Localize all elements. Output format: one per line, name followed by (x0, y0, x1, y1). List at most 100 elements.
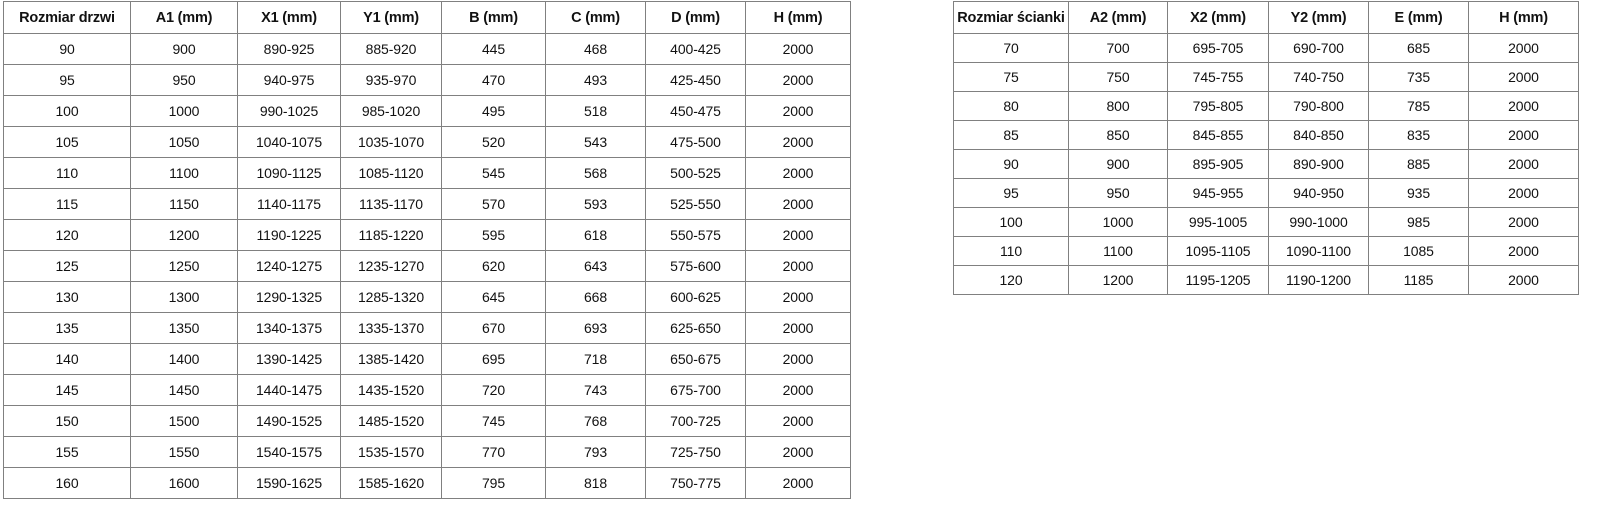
table-cell: 115 (3, 188, 131, 220)
table-cell: 90 (953, 149, 1069, 179)
table-cell: 2000 (745, 405, 851, 437)
table-cell: 990-1000 (1268, 207, 1369, 237)
table-cell: 2000 (745, 33, 851, 65)
table-cell: 400-425 (645, 33, 746, 65)
table-row: 100 1000 995-1005 990-1000 985 2000 (953, 207, 1579, 237)
table-cell: 2000 (745, 188, 851, 220)
column-header: B (mm) (441, 1, 546, 34)
table-cell: 130 (3, 281, 131, 313)
table-cell: 1335-1370 (340, 312, 442, 344)
table-cell: 618 (545, 219, 646, 251)
column-header: C (mm) (545, 1, 646, 34)
table-cell: 750-775 (645, 467, 746, 499)
column-header: Rozmiar drzwi (3, 1, 131, 34)
table-cell: 2000 (745, 250, 851, 282)
table-cell: 695 (441, 343, 546, 375)
table-cell: 2000 (1468, 120, 1579, 150)
table-cell: 1590-1625 (237, 467, 341, 499)
column-header: X2 (mm) (1167, 1, 1269, 34)
table-cell: 2000 (1468, 207, 1579, 237)
table-cell: 1090-1125 (237, 157, 341, 189)
table-cell: 1100 (130, 157, 238, 189)
table-cell: 2000 (745, 126, 851, 158)
table-cell: 140 (3, 343, 131, 375)
table-cell: 940-950 (1268, 178, 1369, 208)
table-cell: 795-805 (1167, 91, 1269, 121)
table-cell: 940-975 (237, 64, 341, 96)
table-cell: 645 (441, 281, 546, 313)
table-cell: 2000 (1468, 91, 1579, 121)
table-cell: 520 (441, 126, 546, 158)
table-cell: 475-500 (645, 126, 746, 158)
table-cell: 145 (3, 374, 131, 406)
door-dimensions-table: Rozmiar drzwi A1 (mm) X1 (mm) Y1 (mm) B (mm)… (3, 1, 851, 499)
table-cell: 725-750 (645, 436, 746, 468)
table-cell: 500-525 (645, 157, 746, 189)
table-cell: 890-900 (1268, 149, 1369, 179)
table-cell: 720 (441, 374, 546, 406)
table-cell: 2000 (1468, 265, 1579, 295)
table-cell: 1435-1520 (340, 374, 442, 406)
table-cell: 2000 (1468, 236, 1579, 266)
table-cell: 470 (441, 64, 546, 96)
table-header-row: Rozmiar ścianki A2 (mm) X2 (mm) Y2 (mm) E (m… (953, 1, 1579, 34)
table-row: 115 1150 1140-1175 1135-1170 570 593 525-550 20… (3, 188, 851, 220)
table-cell: 1450 (130, 374, 238, 406)
table-cell: 80 (953, 91, 1069, 121)
table-row: 140 1400 1390-1425 1385-1420 695 718 650-675 20… (3, 343, 851, 375)
table-cell: 150 (3, 405, 131, 437)
table-cell: 100 (953, 207, 1069, 237)
table-cell: 595 (441, 219, 546, 251)
table-cell: 1490-1525 (237, 405, 341, 437)
table-cell: 643 (545, 250, 646, 282)
table-cell: 155 (3, 436, 131, 468)
table-row: 130 1300 1290-1325 1285-1320 645 668 600-625 20… (3, 281, 851, 313)
table-cell: 2000 (745, 219, 851, 251)
table-row: 75 750 745-755 740-750 735 2000 (953, 62, 1579, 92)
table-cell: 493 (545, 64, 646, 96)
table-cell: 845-855 (1167, 120, 1269, 150)
table-cell: 2000 (745, 95, 851, 127)
table-cell: 840-850 (1268, 120, 1369, 150)
table-row: 120 1200 1190-1225 1185-1220 595 618 550-575 20… (3, 219, 851, 251)
column-header: Rozmiar ścianki (953, 1, 1069, 34)
table-cell: 1100 (1068, 236, 1168, 266)
table-cell: 835 (1368, 120, 1469, 150)
table-cell: 1200 (130, 219, 238, 251)
table-cell: 1535-1570 (340, 436, 442, 468)
table-cell: 785 (1368, 91, 1469, 121)
table-cell: 1190-1200 (1268, 265, 1369, 295)
table-cell: 740-750 (1268, 62, 1369, 92)
table-cell: 1500 (130, 405, 238, 437)
table-row: 105 1050 1040-1075 1035-1070 520 543 475-500 20… (3, 126, 851, 158)
table-cell: 100 (3, 95, 131, 127)
table-cell: 745 (441, 405, 546, 437)
table-cell: 95 (953, 178, 1069, 208)
table-cell: 2000 (745, 64, 851, 96)
table-cell: 990-1025 (237, 95, 341, 127)
table-cell: 1035-1070 (340, 126, 442, 158)
table-cell: 2000 (745, 157, 851, 189)
table-cell: 1540-1575 (237, 436, 341, 468)
table-cell: 2000 (745, 467, 851, 499)
table-cell: 2000 (745, 312, 851, 344)
table-cell: 790-800 (1268, 91, 1369, 121)
table-cell: 745-755 (1167, 62, 1269, 92)
door-table-header: Rozmiar drzwi A1 (mm) X1 (mm) Y1 (mm) B (mm)… (3, 1, 851, 34)
table-cell: 935 (1368, 178, 1469, 208)
table-cell: 2000 (1468, 33, 1579, 63)
column-header: Y1 (mm) (340, 1, 442, 34)
table-cell: 2000 (745, 436, 851, 468)
column-header: D (mm) (645, 1, 746, 34)
table-cell: 850 (1068, 120, 1168, 150)
table-row: 120 1200 1195-1205 1190-1200 1185 2000 (953, 265, 1579, 295)
table-row: 110 1100 1095-1105 1090-1100 1085 2000 (953, 236, 1579, 266)
table-cell: 693 (545, 312, 646, 344)
table-cell: 900 (130, 33, 238, 65)
table-cell: 1385-1420 (340, 343, 442, 375)
table-row: 125 1250 1240-1275 1235-1270 620 643 575-600 20… (3, 250, 851, 282)
table-cell: 950 (130, 64, 238, 96)
table-cell: 110 (953, 236, 1069, 266)
table-row: 150 1500 1490-1525 1485-1520 745 768 700-725 20… (3, 405, 851, 437)
table-cell: 885 (1368, 149, 1469, 179)
